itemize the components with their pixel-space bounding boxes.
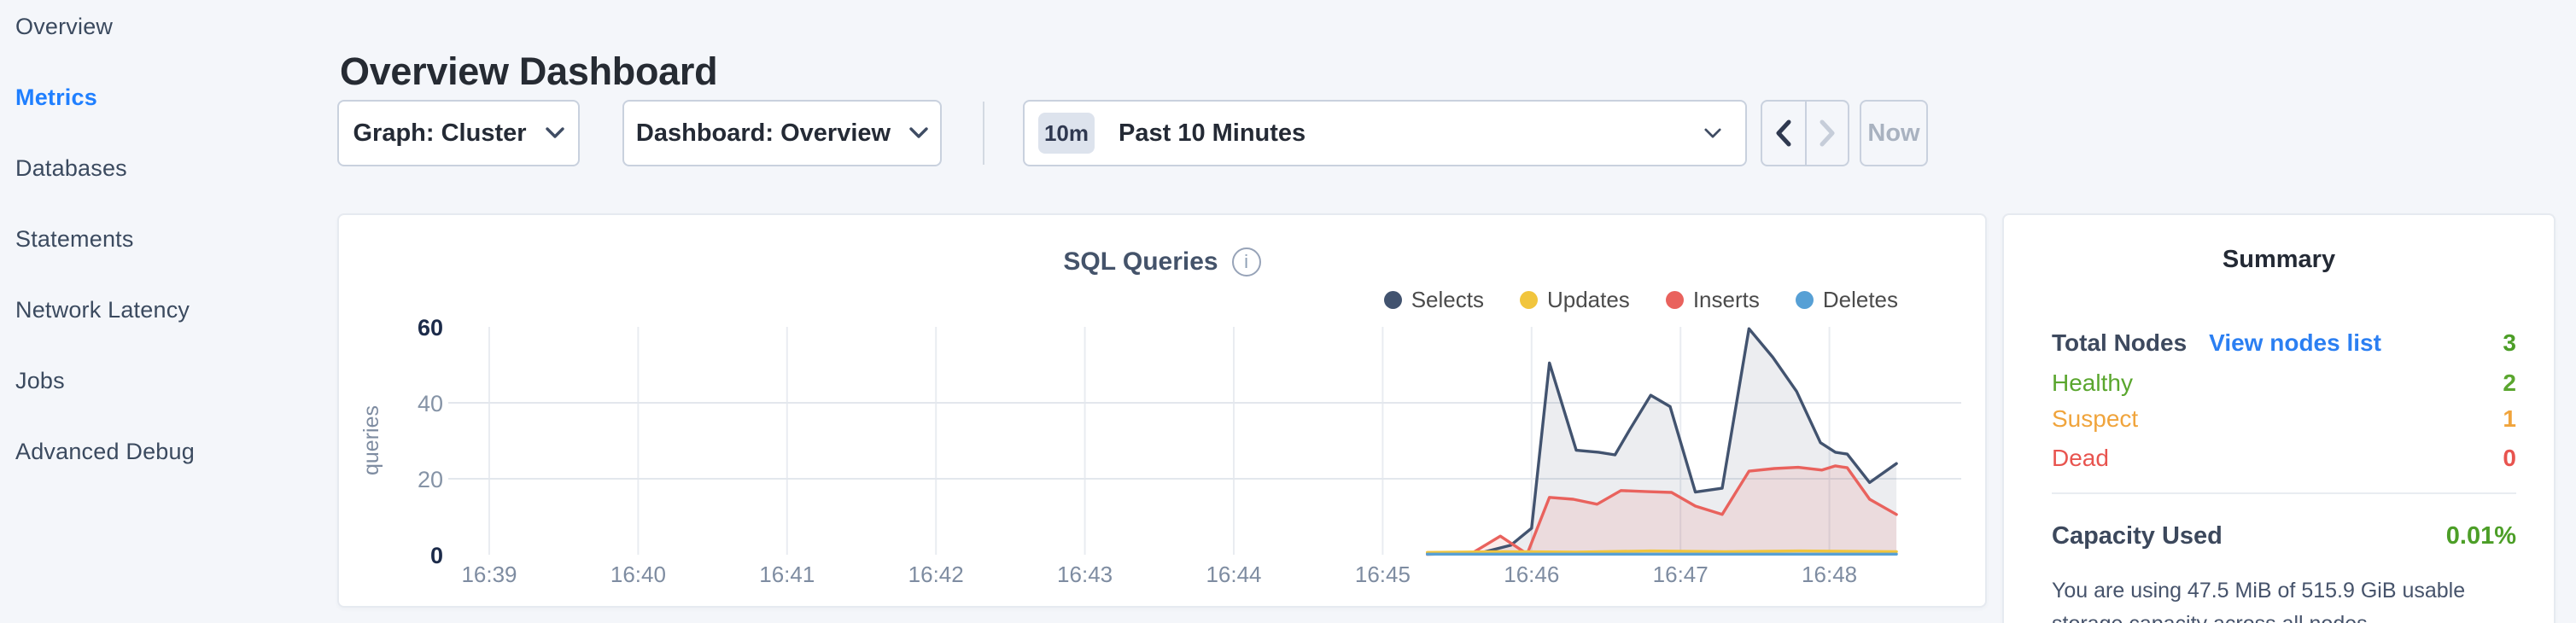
sql-queries-plot: 0 20 40 60 16:39 16:40 16:41 16:42 16:43 16:44 16:… [359,315,1961,587]
svg-text:20: 20 [418,467,443,492]
svg-text:queries: queries [359,405,383,475]
now-button-label: Now [1867,119,1920,147]
summary-row-label: Total Nodes [2052,329,2188,356]
sidebar-item-databases[interactable]: Databases [15,155,127,181]
summary-title: Summary [2222,246,2336,273]
svg-text:16:48: 16:48 [1802,562,1857,587]
svg-text:40: 40 [418,391,443,416]
summary-row-value: 0 [2503,445,2516,471]
sidebar-item-network-latency[interactable]: Network Latency [15,297,190,323]
sidebar-item-statements[interactable]: Statements [15,226,134,252]
svg-text:16:42: 16:42 [908,562,964,587]
capacity-note: You are using 47.5 MiB of 515.9 GiB usab… [2052,579,2466,623]
chevron-down-icon [545,127,564,138]
time-step-back-button[interactable] [1762,102,1805,165]
svg-text:16:44: 16:44 [1206,562,1261,587]
svg-text:16:43: 16:43 [1057,562,1113,587]
now-button[interactable]: Now [1860,100,1928,166]
capacity-row: Capacity Used 0.01% [2052,519,2516,553]
svg-text:60: 60 [418,315,443,341]
svg-text:16:41: 16:41 [759,562,815,587]
legend-item-selects: Selects [1383,287,1484,313]
chart-title: SQL Queries [1063,247,1218,276]
chart-legend: Selects Updates Inserts Deletes [1383,287,1898,313]
time-range-label: Past 10 Minutes [1119,119,1306,147]
summary-row-label: Dead [2052,445,2109,471]
summary-row: Total Nodes View nodes list 3 [2052,328,2516,358]
svg-text:16:40: 16:40 [610,562,666,587]
page-title: Overview Dashboard [340,49,718,94]
summary-card: Summary Total Nodes View nodes list 3 He… [2002,213,2556,623]
sidebar-item-advanced-debug[interactable]: Advanced Debug [15,439,195,464]
chevron-down-icon [1704,128,1721,137]
summary-row-value: 1 [2503,405,2516,432]
legend-dot-updates [1519,291,1538,309]
sidebar-item-overview[interactable]: Overview [15,14,114,39]
chevron-right-icon [1820,119,1835,147]
summary-row-value: 2 [2503,370,2516,396]
info-icon[interactable]: i [1231,247,1261,277]
view-nodes-list-link[interactable]: View nodes list [2209,329,2381,356]
summary-row-label: Healthy [2052,370,2133,396]
graph-dropdown[interactable]: Graph: Cluster [337,100,580,166]
svg-text:16:45: 16:45 [1355,562,1411,587]
svg-text:16:39: 16:39 [461,562,517,587]
legend-item-deletes: Deletes [1795,287,1898,313]
summary-row-value: 3 [2503,329,2516,356]
sql-queries-card: SQL Queries i Selects Updates Inserts De… [337,213,1987,608]
capacity-value: 0.01% [2445,521,2516,550]
chevron-left-icon [1776,119,1791,147]
controls-divider [983,102,984,165]
legend-item-inserts: Inserts [1665,287,1760,313]
sidebar: Overview Metrics Databases Statements Ne… [0,0,307,623]
time-range-dropdown[interactable]: 10m Past 10 Minutes [1023,100,1747,166]
svg-text:0: 0 [430,543,443,568]
summary-row-label: Suspect [2052,405,2139,432]
time-range-badge: 10m [1038,113,1095,154]
legend-item-updates: Updates [1519,287,1630,313]
time-step-buttons [1761,100,1849,166]
legend-dot-selects [1383,291,1402,309]
dashboard-dropdown[interactable]: Dashboard: Overview [622,100,942,166]
svg-text:16:47: 16:47 [1653,562,1709,587]
dashboard-dropdown-label: Dashboard: Overview [635,119,891,147]
graph-dropdown-label: Graph: Cluster [353,119,527,147]
summary-divider [2052,492,2516,494]
svg-text:16:46: 16:46 [1504,562,1559,587]
summary-row: Healthy 2 [2052,368,2516,399]
chevron-down-icon [909,127,928,138]
sidebar-item-metrics[interactable]: Metrics [15,84,97,110]
legend-dot-inserts [1665,291,1684,309]
legend-dot-deletes [1795,291,1814,309]
time-step-forward-button[interactable] [1805,102,1848,165]
summary-row: Suspect 1 [2052,404,2516,434]
capacity-label: Capacity Used [2052,521,2223,550]
sidebar-item-jobs[interactable]: Jobs [15,368,65,393]
summary-row: Dead 0 [2052,443,2516,474]
